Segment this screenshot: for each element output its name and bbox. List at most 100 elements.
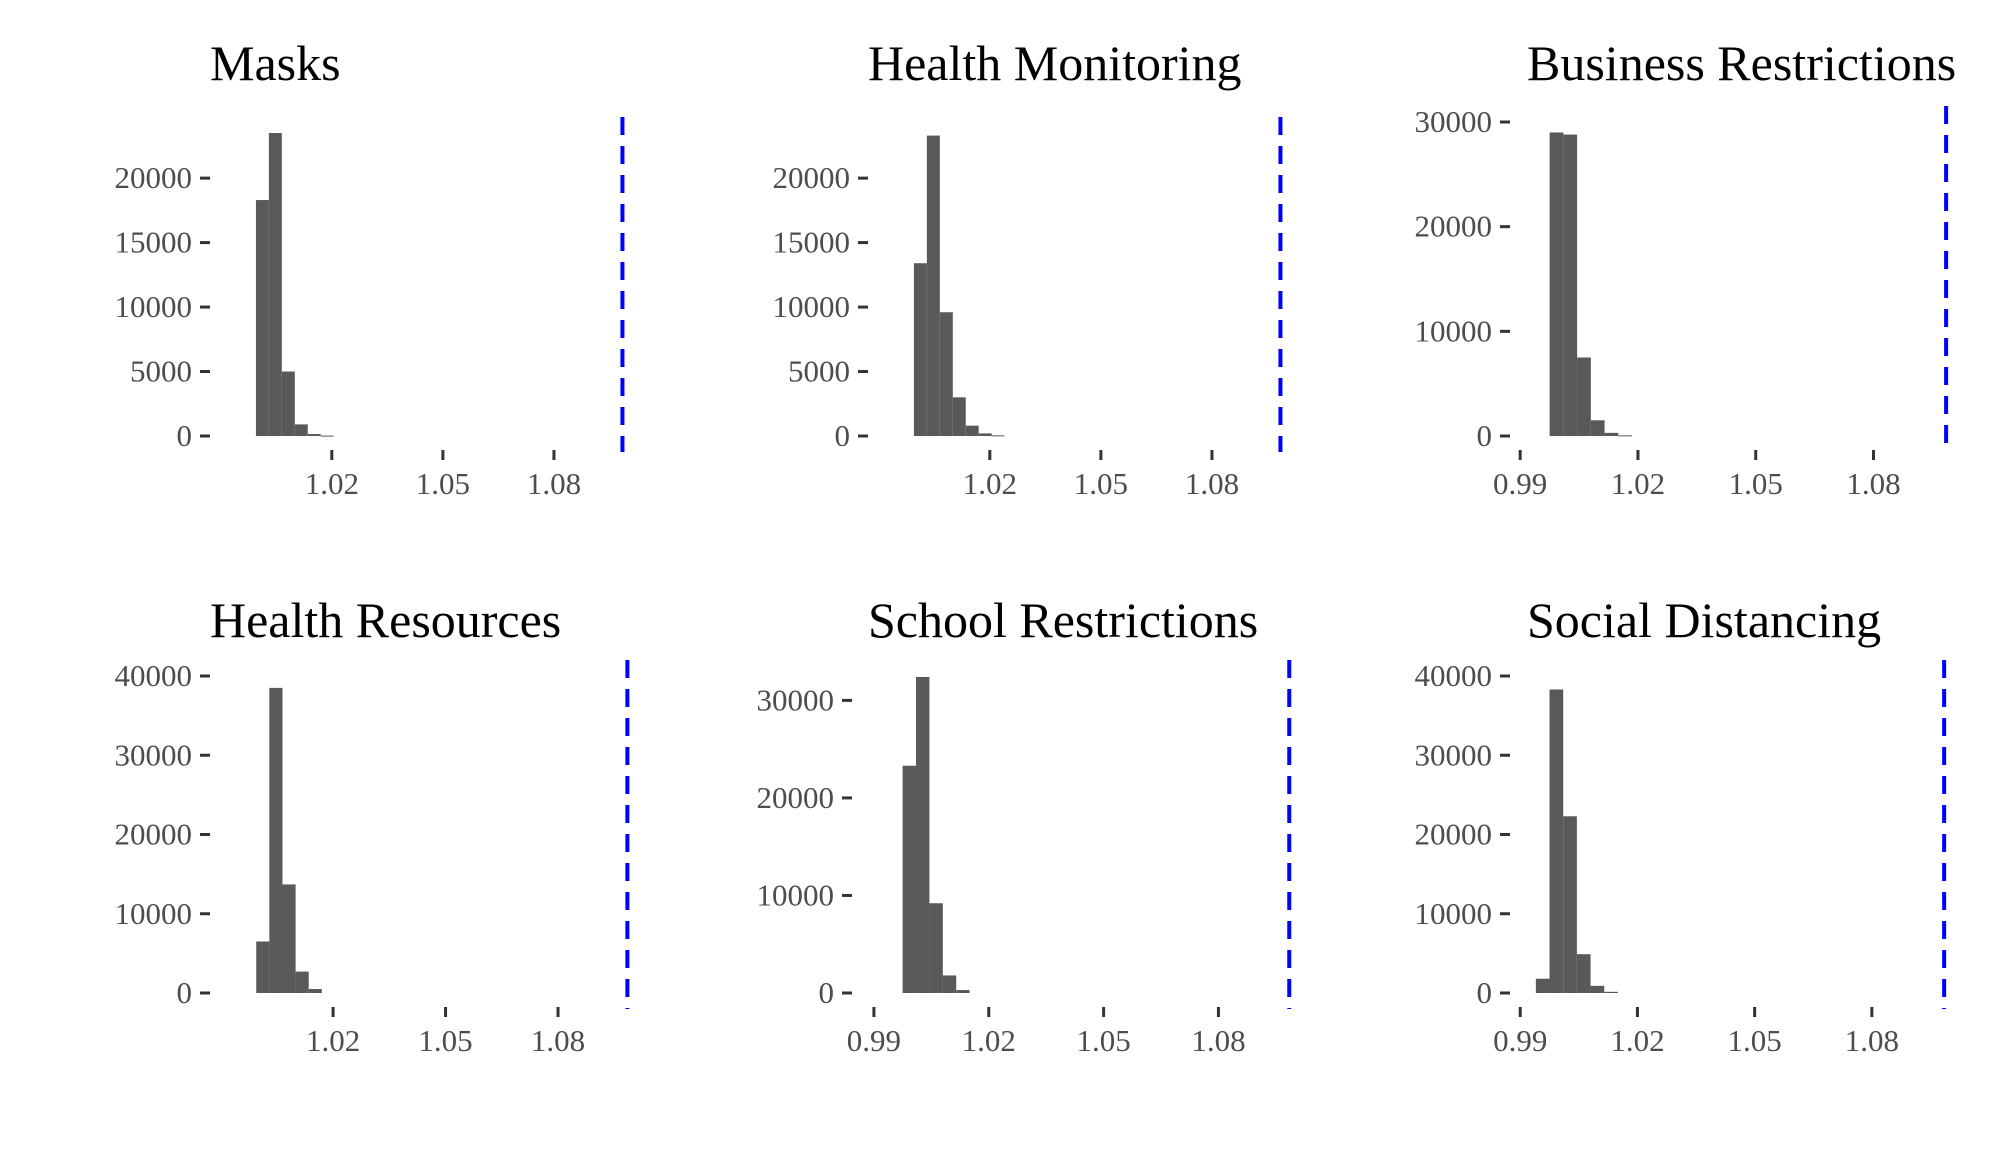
y-tick-label: 20000 — [1415, 817, 1493, 852]
y-tick-label: 20000 — [757, 780, 835, 815]
histogram-bar — [308, 989, 322, 993]
histogram-bar — [1549, 132, 1564, 436]
panel-title: Business Restrictions — [1527, 35, 1956, 91]
y-tick-label: 30000 — [757, 682, 835, 717]
histogram-bar — [307, 434, 321, 436]
histogram-bar — [956, 990, 970, 993]
y-tick-label: 20000 — [1415, 209, 1493, 244]
panel-masks: Masks 0 5000 10000 15000 20000 1.02 1.05 1.08 — [115, 35, 625, 501]
histogram-bar — [256, 941, 270, 993]
histogram-bar — [1549, 689, 1564, 993]
x-tick-label: 1.08 — [531, 1023, 585, 1058]
histogram-bar — [1604, 991, 1618, 993]
x-tick-label: 1.05 — [418, 1023, 472, 1058]
y-tick-label: 10000 — [1415, 896, 1493, 931]
plot-area: 0 5000 10000 15000 20000 1.02 1.05 1.08 — [773, 117, 1283, 501]
x-tick-label: 1.08 — [1846, 466, 1900, 501]
x-tick-label: 1.05 — [1729, 466, 1783, 501]
histogram-bar — [1590, 420, 1605, 436]
x-tick-label: 1.05 — [1076, 1023, 1130, 1058]
histogram-bar — [942, 975, 957, 993]
x-tick-label: 1.02 — [306, 1023, 360, 1058]
x-tick-label: 1.08 — [1191, 1023, 1245, 1058]
plot-area: 0 5000 10000 15000 20000 1.02 1.05 1.08 — [115, 117, 625, 501]
y-tick-label: 0 — [835, 418, 851, 453]
histogram-bar — [294, 424, 308, 436]
histogram-bar — [939, 312, 953, 436]
panel-title: Health Monitoring — [868, 35, 1242, 91]
y-tick-label: 20000 — [115, 817, 193, 852]
x-tick-label: 1.02 — [963, 466, 1017, 501]
histogram-bar — [916, 676, 930, 993]
y-tick-label: 15000 — [115, 225, 193, 260]
panel-business-restrictions: Business Restrictions 0 10000 20000 30000 0.… — [1415, 35, 1957, 501]
x-tick-label: 1.02 — [1610, 1023, 1664, 1058]
y-tick-label: 40000 — [115, 658, 193, 693]
histogram-bar — [1576, 954, 1591, 993]
x-tick-label: 1.02 — [1611, 466, 1665, 501]
panel-title: Social Distancing — [1527, 592, 1881, 648]
histogram-bar — [1563, 816, 1577, 993]
histogram-bar — [952, 397, 966, 436]
y-tick-label: 40000 — [1415, 658, 1493, 693]
x-tick-label: 1.02 — [962, 1023, 1016, 1058]
histogram-bar — [282, 884, 296, 993]
y-tick-label: 20000 — [773, 160, 851, 195]
x-tick-label: 1.05 — [416, 466, 470, 501]
histogram-bar — [965, 425, 979, 436]
panel-health-monitoring: Health Monitoring 0 5000 10000 15000 20000 1.… — [773, 35, 1283, 501]
y-tick-label: 0 — [177, 418, 193, 453]
y-tick-label: 0 — [177, 975, 193, 1010]
histogram-bar — [269, 687, 283, 993]
histogram-bar — [295, 971, 309, 993]
histogram-bar — [1590, 985, 1605, 993]
histogram-bar — [929, 903, 943, 993]
histogram-bar — [926, 135, 940, 436]
plot-area: 0 10000 20000 30000 0.99 1.02 1.05 1.08 — [757, 660, 1292, 1058]
panel-social-distancing: Social Distancing 0100002000030000400000… — [1415, 592, 1947, 1058]
histogram-bar — [320, 435, 334, 437]
y-tick-label: 5000 — [130, 354, 192, 389]
histogram-bar — [978, 433, 992, 436]
x-tick-label: 1.08 — [527, 466, 581, 501]
histogram-bar — [1604, 432, 1619, 436]
x-tick-label: 0.99 — [847, 1023, 901, 1058]
plot-area: 0 10000 20000 30000 0.99 1.02 1.05 1.08 — [1415, 104, 1949, 501]
x-tick-label: 1.02 — [305, 466, 359, 501]
panel-school-restrictions: School Restrictions 0 10000 20000 30000 0.99… — [757, 592, 1292, 1058]
x-tick-label: 1.08 — [1185, 466, 1239, 501]
y-tick-label: 0 — [1477, 975, 1493, 1010]
y-tick-label: 10000 — [757, 877, 835, 912]
y-tick-label: 5000 — [788, 354, 850, 389]
histogram-bar — [902, 765, 917, 993]
plot-area: 0 10000 20000 30000 40000 0.99 1.02 1.05 1.08 — [1415, 658, 1947, 1058]
y-tick-label: 10000 — [1415, 313, 1493, 348]
histogram-bar — [255, 200, 269, 436]
y-tick-label: 30000 — [1415, 737, 1493, 772]
histogram-bar — [991, 435, 1005, 437]
y-tick-label: 0 — [1477, 418, 1493, 453]
histogram-bar — [1563, 134, 1578, 436]
panel-health-resources: Health Resources 0 10000 20000 30000 40000 1.… — [115, 592, 630, 1058]
histogram-bar — [1618, 435, 1633, 437]
histogram-bar — [268, 133, 282, 436]
x-tick-label: 1.05 — [1074, 466, 1128, 501]
x-tick-label: 0.99 — [1493, 466, 1547, 501]
histogram-bar — [1535, 978, 1550, 993]
y-tick-label: 0 — [819, 975, 835, 1010]
panel-title: Health Resources — [210, 592, 561, 648]
x-tick-label: 0.99 — [1493, 1023, 1547, 1058]
panel-title: School Restrictions — [868, 592, 1258, 648]
panel-title: Masks — [210, 35, 341, 91]
histogram-bar — [1577, 357, 1591, 436]
x-tick-label: 1.05 — [1728, 1023, 1782, 1058]
y-tick-label: 20000 — [115, 160, 193, 195]
y-tick-label: 10000 — [115, 896, 193, 931]
y-tick-label: 10000 — [773, 289, 851, 324]
y-tick-label: 30000 — [115, 737, 193, 772]
histogram-bar — [281, 371, 295, 436]
x-tick-label: 1.08 — [1845, 1023, 1899, 1058]
y-tick-label: 15000 — [773, 225, 851, 260]
y-tick-label: 10000 — [115, 289, 193, 324]
